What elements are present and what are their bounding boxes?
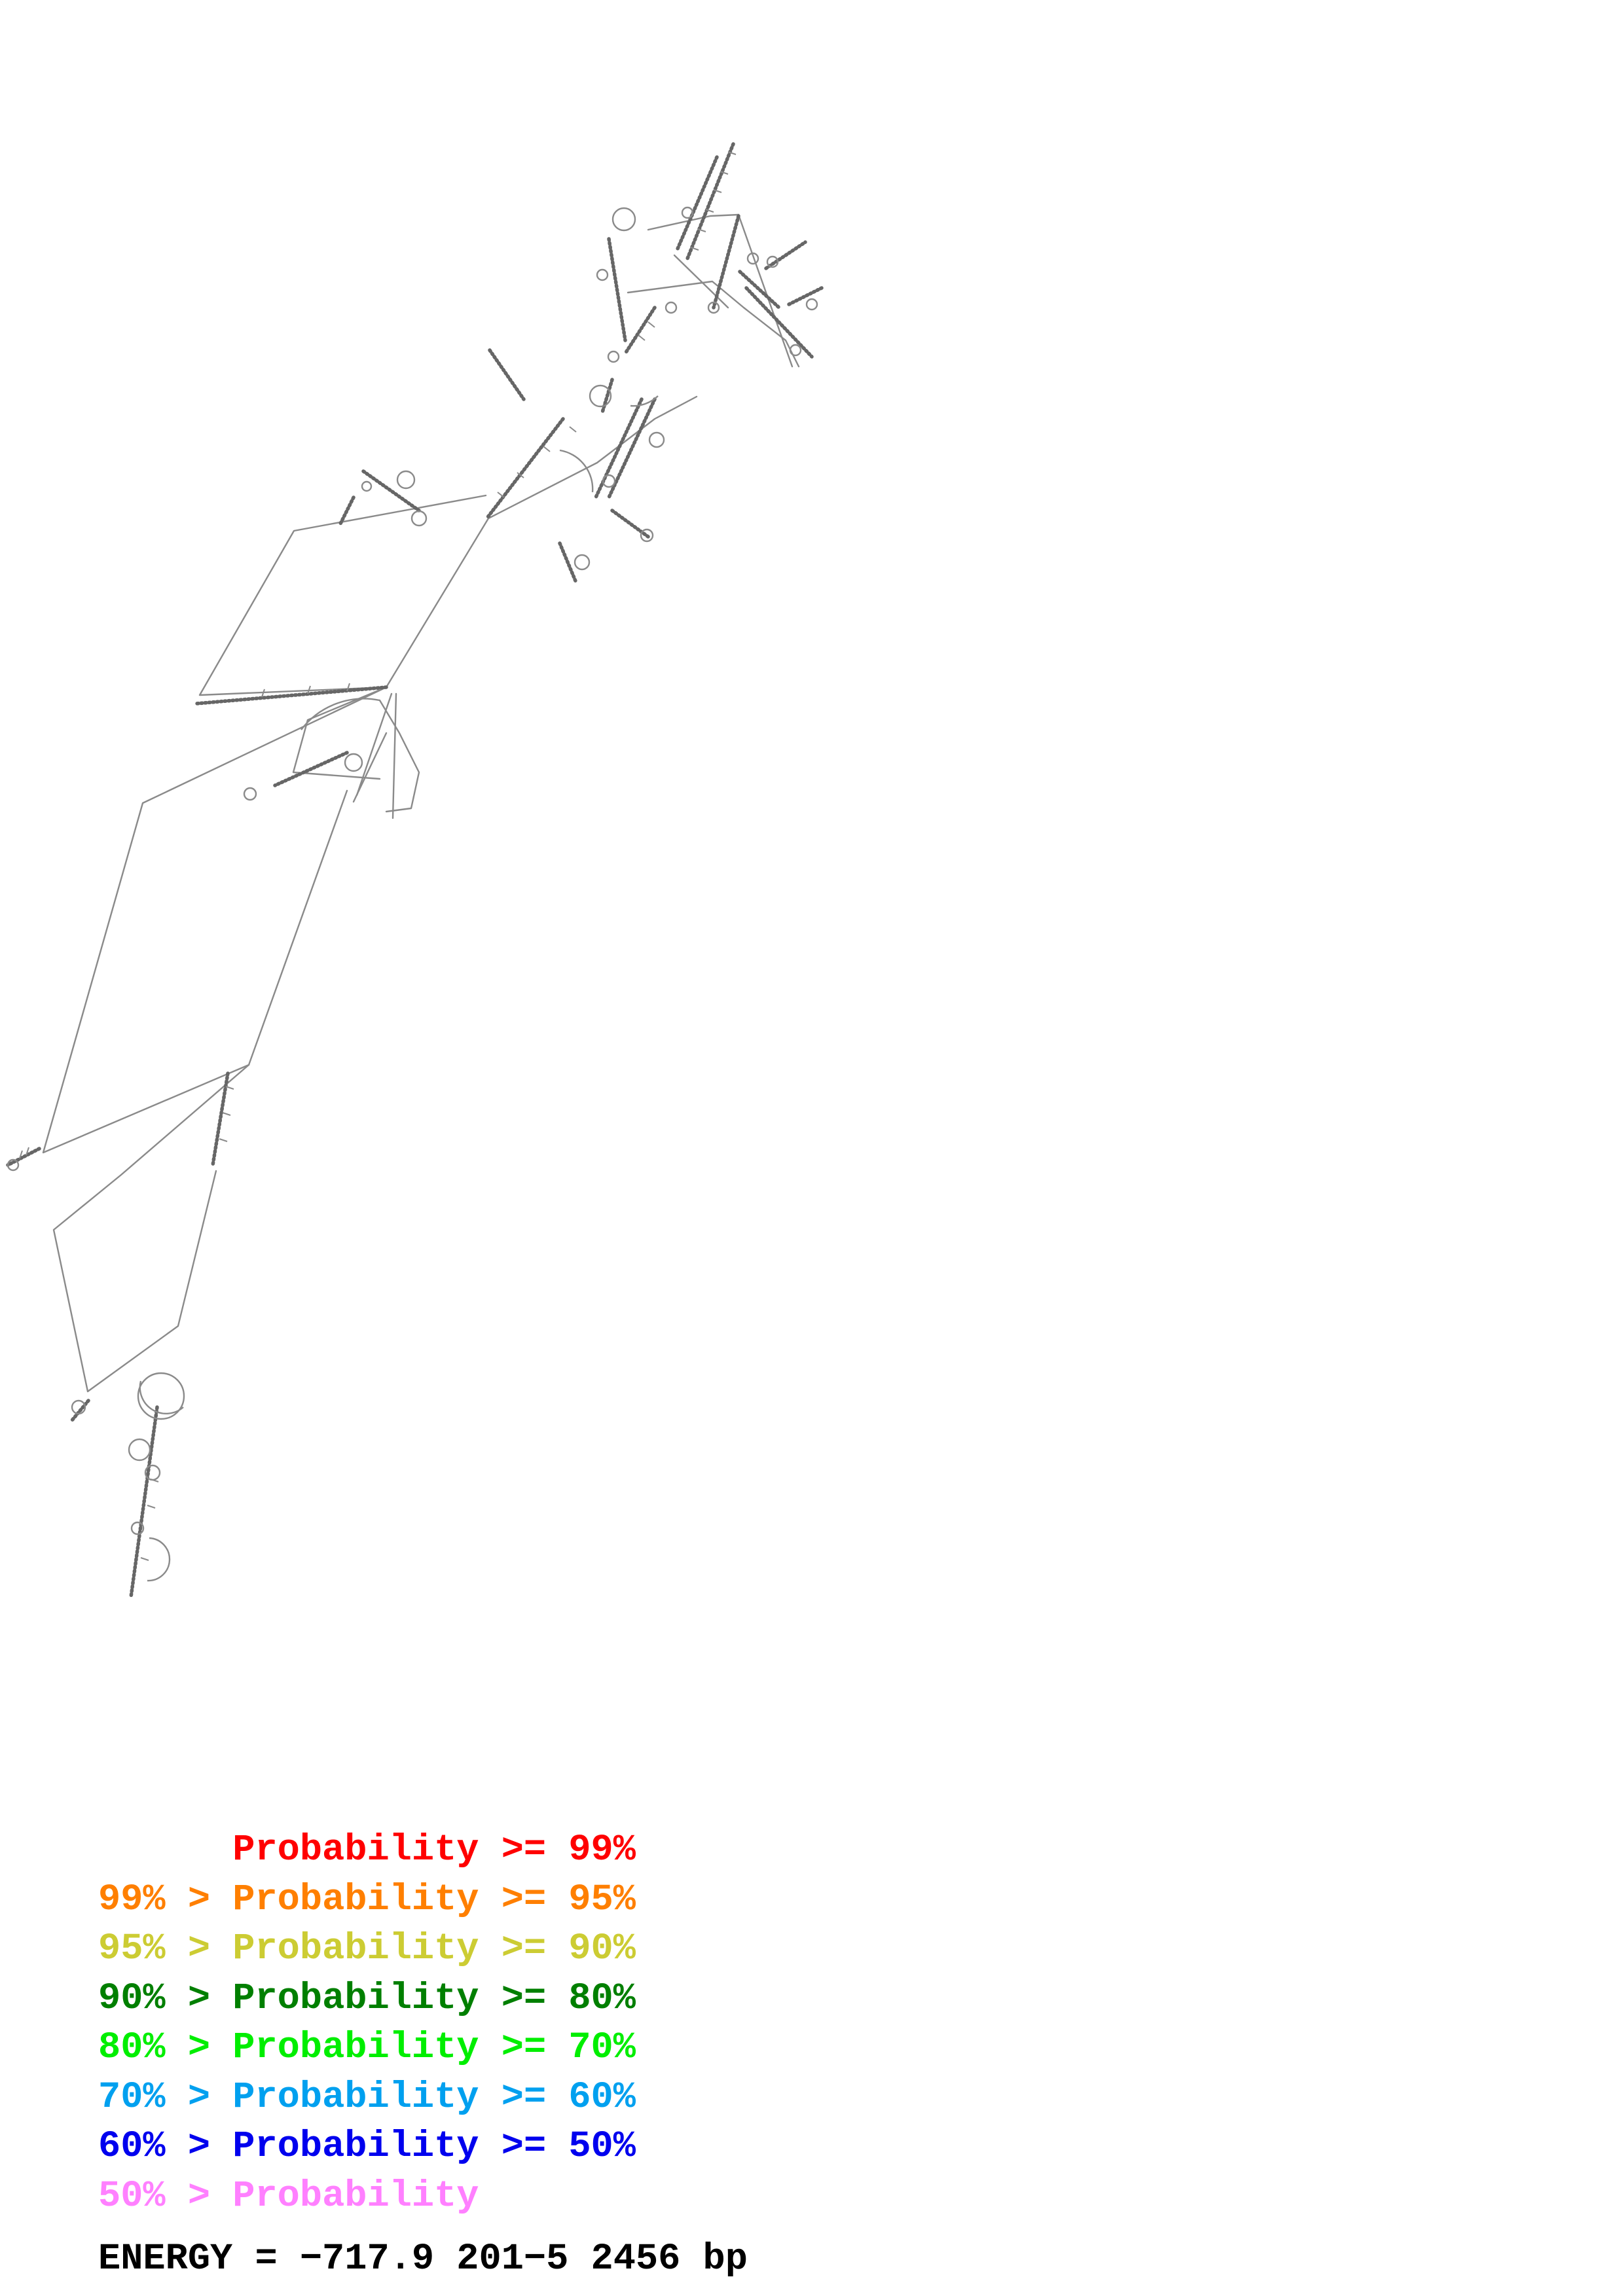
legend-label: Probability: [232, 2076, 479, 2119]
legend-suffix: >= 90%: [501, 1928, 636, 1970]
legend-row-90: 95% > Probability >= 90%: [98, 1925, 636, 1975]
legend-suffix: >= 60%: [501, 2076, 636, 2119]
rna-secondary-structure-drawing: [6, 142, 824, 1599]
legend-row-below-50: 50% > Probability: [98, 2172, 636, 2222]
helices: [6, 142, 824, 1599]
legend-row-80: 90% > Probability >= 80%: [98, 1975, 636, 2024]
legend-row-70: 80% > Probability >= 70%: [98, 2024, 636, 2073]
legend-label: Probability: [232, 1878, 479, 1921]
base-ticks: [19, 151, 737, 1561]
loops: [7, 206, 818, 1582]
legend-label: Probability: [232, 1829, 479, 1871]
legend-suffix: >= 95%: [501, 1878, 636, 1921]
probability-legend: Probability >= 99% 99% > Probability >= …: [98, 1826, 636, 2221]
legend-prefix: 70% >: [98, 2076, 211, 2119]
legend-label: Probability: [232, 1928, 479, 1970]
legend-row-99: Probability >= 99%: [98, 1826, 636, 1876]
legend-label: Probability: [232, 2175, 479, 2217]
legend-prefix: 50% >: [98, 2175, 211, 2217]
legend-label: Probability: [232, 2027, 479, 2069]
legend-suffix: >= 80%: [501, 1977, 636, 2020]
sequence-range: 201−5: [456, 2238, 569, 2280]
legend-prefix: 60% >: [98, 2126, 211, 2168]
backbone-connectors: [42, 213, 800, 1393]
legend-row-50: 60% > Probability >= 50%: [98, 2123, 636, 2172]
legend-prefix: 90% >: [98, 1977, 211, 2020]
sequence-length: 2456 bp: [591, 2238, 748, 2280]
legend-suffix: >= 99%: [501, 1829, 636, 1871]
energy-value: ENERGY = −717.9: [98, 2238, 435, 2280]
energy-summary: ENERGY = −717.9 201−5 2456 bp: [98, 2233, 770, 2286]
legend-prefix: [98, 1829, 232, 1871]
legend-row-60: 70% > Probability >= 60%: [98, 2073, 636, 2123]
legend-prefix: 99% >: [98, 1878, 211, 1921]
legend-prefix: 80% >: [98, 2027, 211, 2069]
legend-label: Probability: [232, 2126, 479, 2168]
legend-prefix: 95% >: [98, 1928, 211, 1970]
legend-suffix: >= 70%: [501, 2027, 636, 2069]
legend-suffix: >= 50%: [501, 2126, 636, 2168]
legend-row-95: 99% > Probability >= 95%: [98, 1876, 636, 1926]
legend-label: Probability: [232, 1977, 479, 2020]
